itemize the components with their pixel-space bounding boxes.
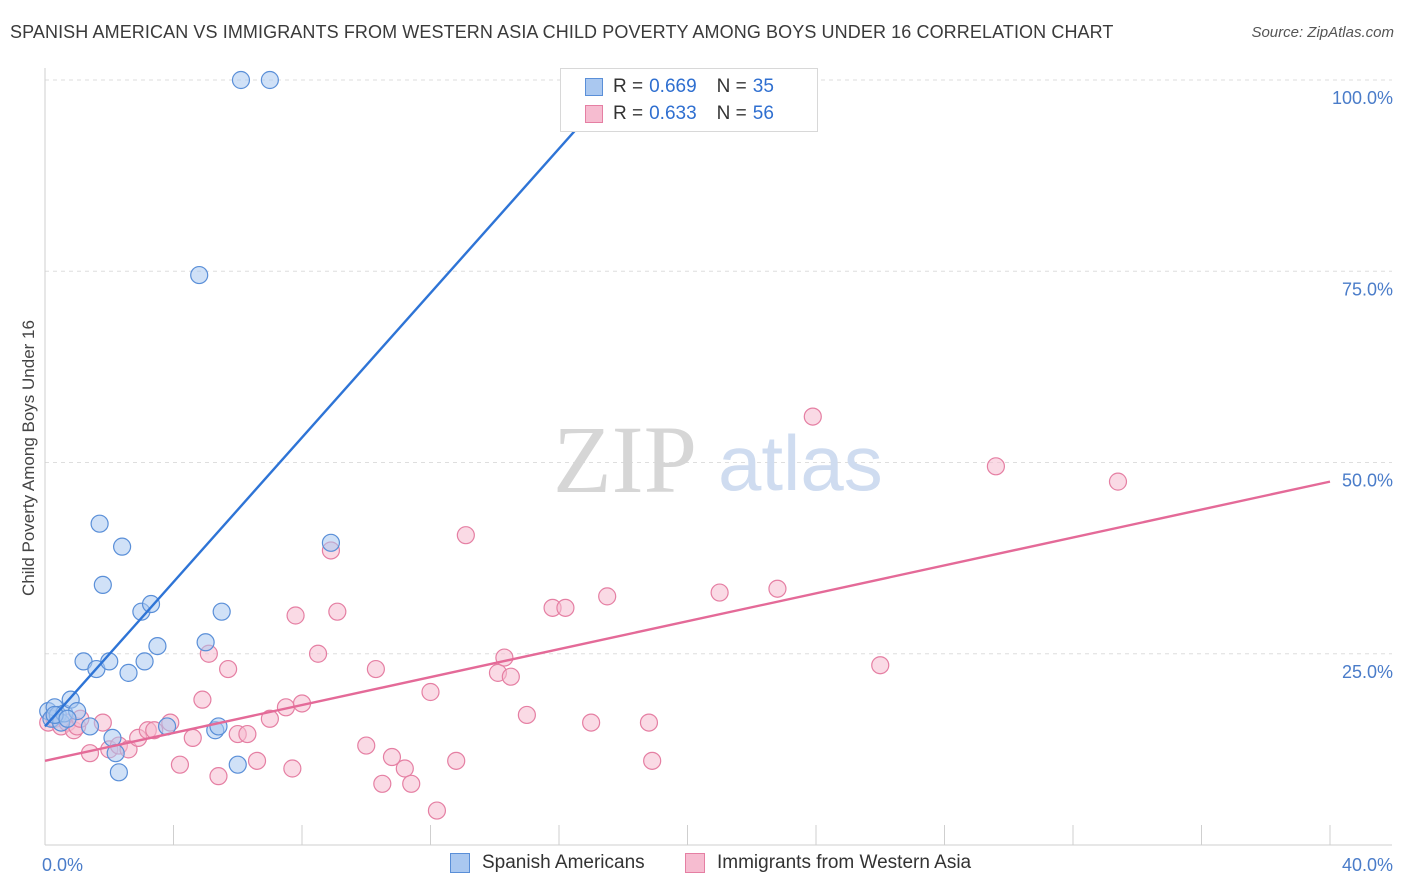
data-point bbox=[135, 652, 154, 671]
data-point bbox=[212, 602, 231, 621]
legend-swatch-blue bbox=[450, 853, 470, 873]
data-point bbox=[231, 70, 251, 90]
data-point bbox=[219, 659, 238, 679]
data-point bbox=[119, 663, 138, 682]
legend-n-label: N = bbox=[716, 76, 747, 97]
data-point bbox=[768, 579, 787, 598]
series-legend: Spanish Americans Immigrants from Wester… bbox=[0, 852, 1406, 878]
data-point bbox=[190, 265, 209, 285]
y-tick-label: 25.0% bbox=[1342, 662, 1393, 682]
watermark-zip: ZIP bbox=[553, 406, 697, 513]
watermark: ZIP atlas bbox=[553, 406, 883, 513]
data-point bbox=[427, 801, 447, 820]
data-point bbox=[421, 682, 440, 702]
legend-swatch-blue bbox=[585, 78, 603, 96]
data-point bbox=[366, 659, 385, 679]
data-point bbox=[260, 709, 279, 728]
data-point bbox=[209, 717, 228, 736]
legend-label: Spanish Americans bbox=[482, 852, 645, 873]
data-point bbox=[183, 728, 202, 748]
data-point bbox=[308, 644, 328, 663]
data-point bbox=[871, 656, 890, 675]
trend-line-western-asia bbox=[44, 480, 1331, 763]
y-axis-label: Child Poverty Among Boys Under 16 bbox=[19, 320, 38, 596]
legend-n-value: 56 bbox=[752, 103, 774, 124]
legend-item-spanish-americans[interactable]: Spanish Americans bbox=[450, 852, 645, 874]
data-point bbox=[58, 709, 77, 728]
data-point bbox=[109, 763, 128, 782]
legend-label: Immigrants from Western Asia bbox=[717, 852, 972, 873]
y-tick-label: 75.0% bbox=[1342, 279, 1393, 299]
data-point bbox=[90, 514, 109, 533]
legend-swatch-pink bbox=[585, 105, 603, 123]
y-tick-label: 100.0% bbox=[1332, 88, 1393, 108]
data-point bbox=[402, 774, 421, 793]
legend-item-western-asia[interactable]: Immigrants from Western Asia bbox=[685, 852, 971, 874]
data-point bbox=[170, 755, 190, 774]
data-point bbox=[228, 755, 247, 774]
data-point bbox=[238, 724, 257, 744]
data-point bbox=[456, 526, 475, 545]
data-point bbox=[643, 751, 662, 770]
data-point bbox=[395, 759, 414, 778]
trend-line-spanish-americans bbox=[44, 79, 621, 728]
data-point bbox=[148, 636, 167, 656]
trend-lines bbox=[44, 79, 1331, 763]
gridlines bbox=[45, 79, 1392, 655]
legend-r-label: R = bbox=[613, 103, 644, 124]
data-point bbox=[80, 717, 100, 736]
legend-n-label: N = bbox=[716, 103, 747, 124]
data-point bbox=[803, 407, 822, 426]
correlation-legend: R = 0.669 N = 35 R = 0.633 N = 56 bbox=[560, 68, 818, 132]
data-point bbox=[382, 747, 402, 767]
legend-row-spanish-americans: R = 0.669 N = 35 bbox=[585, 75, 774, 99]
legend-r-value: 0.633 bbox=[649, 103, 697, 124]
data-point bbox=[357, 736, 376, 755]
data-point bbox=[321, 533, 341, 552]
legend-r-value: 0.669 bbox=[649, 76, 697, 97]
x-tick-label: 0.0% bbox=[42, 855, 83, 875]
data-point bbox=[209, 767, 228, 786]
legend-row-western-asia: R = 0.633 N = 56 bbox=[585, 102, 774, 126]
data-point bbox=[112, 537, 132, 556]
data-point bbox=[447, 751, 466, 770]
data-point bbox=[286, 606, 305, 625]
watermark-atlas: atlas bbox=[718, 419, 883, 507]
tick-labels: 25.0% 50.0% 75.0% 100.0% 0.0% 40.0% bbox=[42, 88, 1393, 875]
series-spanish-americans bbox=[39, 70, 341, 782]
data-point bbox=[247, 751, 267, 770]
data-point bbox=[328, 602, 347, 621]
data-point bbox=[193, 690, 212, 709]
data-point bbox=[260, 70, 279, 90]
data-point bbox=[582, 713, 601, 732]
data-point bbox=[283, 759, 302, 778]
data-point bbox=[1108, 472, 1128, 491]
data-point bbox=[141, 594, 161, 614]
chart-title: SPANISH AMERICAN VS IMMIGRANTS FROM WEST… bbox=[10, 22, 1114, 42]
data-point bbox=[373, 774, 392, 793]
legend-r-label: R = bbox=[613, 76, 644, 97]
legend-n-value: 35 bbox=[752, 76, 774, 97]
x-tick-label: 40.0% bbox=[1342, 855, 1393, 875]
data-point bbox=[598, 587, 617, 606]
data-point bbox=[501, 667, 520, 686]
data-point bbox=[986, 457, 1006, 476]
data-point bbox=[710, 583, 729, 602]
data-point bbox=[93, 575, 112, 595]
data-point bbox=[639, 713, 659, 732]
source-label: Source: ZipAtlas.com bbox=[1251, 24, 1394, 41]
data-point bbox=[196, 633, 215, 652]
y-tick-label: 50.0% bbox=[1342, 471, 1393, 491]
legend-swatch-pink bbox=[685, 853, 705, 873]
data-point bbox=[556, 598, 575, 617]
data-point bbox=[517, 705, 536, 725]
